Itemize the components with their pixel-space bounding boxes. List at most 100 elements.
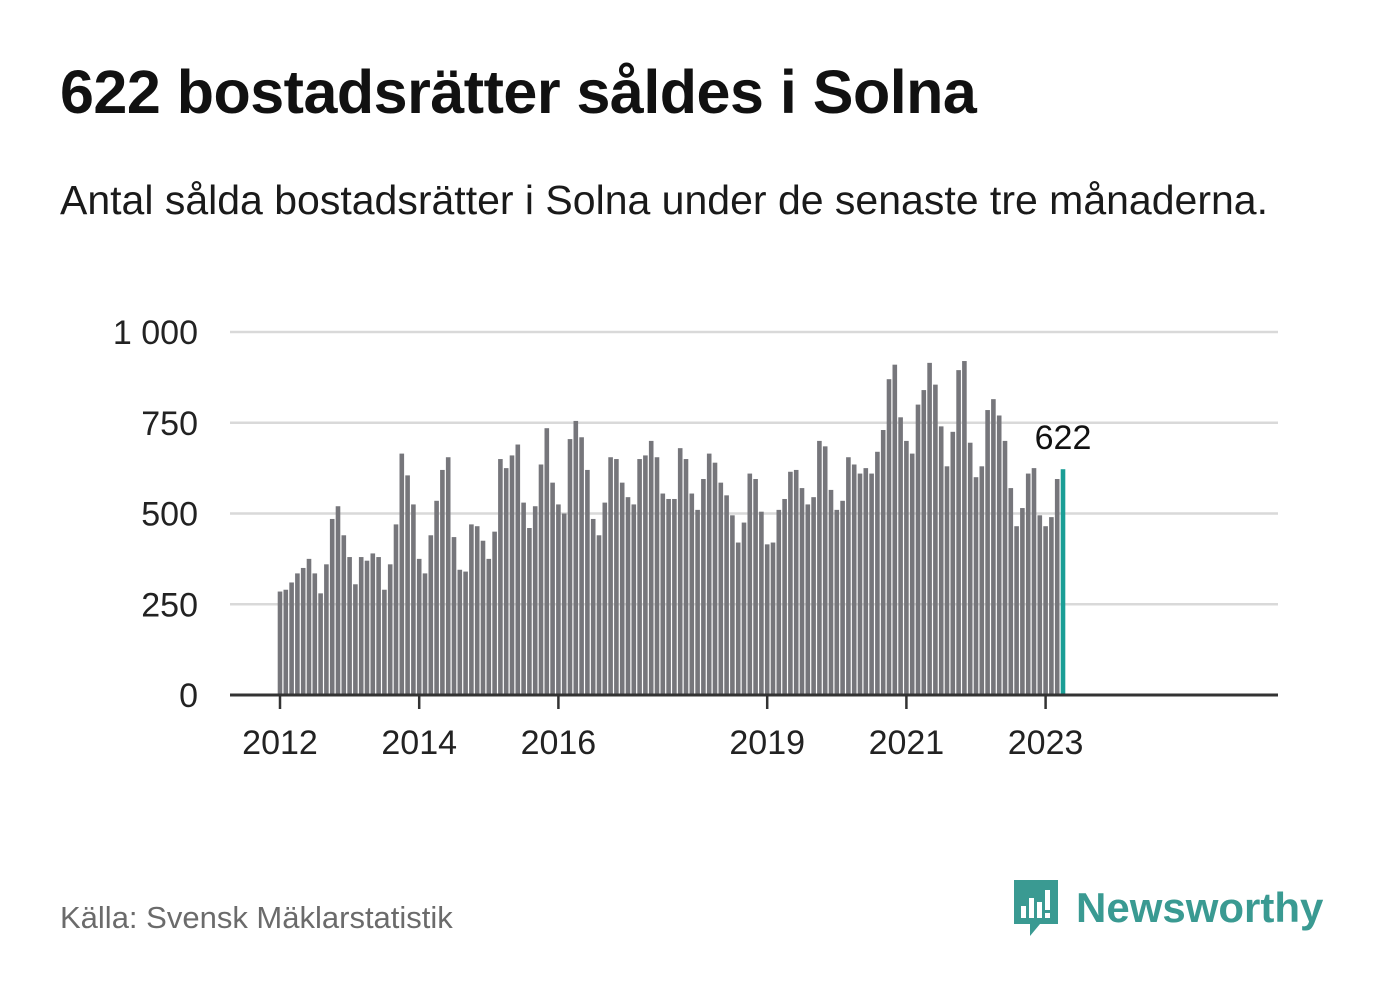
bar	[950, 431, 956, 695]
bar	[1002, 440, 1008, 695]
bar	[1037, 515, 1043, 695]
bar	[1049, 517, 1054, 695]
bar	[451, 537, 457, 695]
bar	[944, 466, 950, 695]
bar	[318, 593, 323, 695]
bar	[695, 509, 700, 695]
bar	[573, 420, 579, 695]
bar	[793, 469, 799, 695]
bar	[469, 524, 474, 695]
bar	[869, 473, 874, 695]
chart-subtitle: Antal sålda bostadsrätter i Solna under …	[60, 177, 1268, 223]
bar-highlight	[1060, 469, 1066, 695]
bar	[486, 558, 492, 695]
bar	[799, 488, 805, 695]
bar	[596, 535, 602, 695]
bar	[817, 440, 822, 695]
highlight-data-label: 622	[1035, 419, 1092, 457]
bar	[329, 518, 335, 695]
bar	[358, 557, 364, 695]
bar	[324, 564, 329, 695]
bar	[764, 544, 770, 695]
bar	[660, 493, 666, 695]
bar	[277, 591, 283, 695]
bar	[1008, 488, 1014, 695]
bar	[382, 589, 387, 695]
bar	[1020, 508, 1025, 695]
bar	[788, 471, 793, 695]
bar	[973, 477, 979, 695]
bar	[770, 542, 776, 695]
bar	[341, 535, 347, 695]
bar	[527, 528, 532, 695]
bar	[979, 466, 985, 695]
bar	[416, 558, 422, 695]
bar	[480, 540, 486, 695]
bar	[880, 430, 886, 695]
bar	[666, 498, 671, 695]
bar	[474, 526, 480, 695]
y-tick-label: 0	[179, 677, 198, 715]
bar	[822, 446, 828, 695]
bar	[370, 553, 376, 695]
bar	[857, 473, 863, 695]
bar	[532, 506, 538, 695]
bar	[567, 439, 573, 695]
bar	[515, 444, 521, 695]
bar	[376, 557, 381, 695]
bar	[985, 410, 990, 695]
bar	[619, 482, 625, 695]
bar	[608, 457, 613, 695]
bar-series	[277, 361, 1066, 695]
bar	[399, 453, 405, 695]
bar	[654, 457, 660, 695]
bar	[904, 440, 909, 695]
bar	[805, 504, 811, 695]
bar	[1043, 526, 1048, 695]
bar	[347, 557, 352, 695]
bar	[996, 415, 1002, 695]
source-note: Källa: Svensk Mäklarstatistik	[60, 900, 453, 935]
bar	[898, 417, 903, 695]
bar	[747, 473, 753, 695]
bar	[753, 479, 758, 695]
bar	[295, 573, 300, 695]
bar	[689, 493, 695, 695]
bar	[538, 464, 544, 695]
bar	[643, 455, 648, 695]
bar	[730, 515, 735, 695]
bar-chart: 2012 2014 2016 2019 2021 2023 0 250 500 750 1 000…	[113, 314, 1278, 762]
bar	[509, 455, 515, 695]
x-tick-label: 2014	[381, 724, 457, 762]
bar	[811, 497, 816, 695]
bar	[434, 500, 439, 695]
bar	[909, 453, 915, 695]
bar	[579, 437, 584, 695]
bar	[672, 498, 677, 695]
bar	[956, 370, 961, 695]
bar	[422, 573, 428, 695]
bar	[457, 569, 463, 695]
x-tick-label: 2019	[729, 724, 805, 762]
bar	[967, 442, 973, 695]
bar	[677, 448, 683, 695]
x-tick-label: 2021	[869, 724, 945, 762]
bar	[776, 509, 782, 695]
chart-title: 622 bostadsrätter såldes i Solna	[60, 58, 977, 126]
bar	[544, 428, 550, 695]
bar	[938, 426, 944, 695]
bar	[556, 504, 561, 695]
bar	[335, 506, 341, 695]
bar	[875, 451, 880, 695]
bar	[759, 511, 764, 695]
bar	[718, 482, 724, 695]
bar	[625, 497, 631, 695]
y-tick-label: 1 000	[113, 314, 198, 352]
bar	[828, 489, 834, 695]
bar	[724, 495, 729, 695]
bar	[834, 509, 840, 695]
bar	[445, 457, 451, 695]
bar	[631, 504, 637, 695]
bar	[411, 504, 416, 695]
bar	[300, 567, 306, 695]
